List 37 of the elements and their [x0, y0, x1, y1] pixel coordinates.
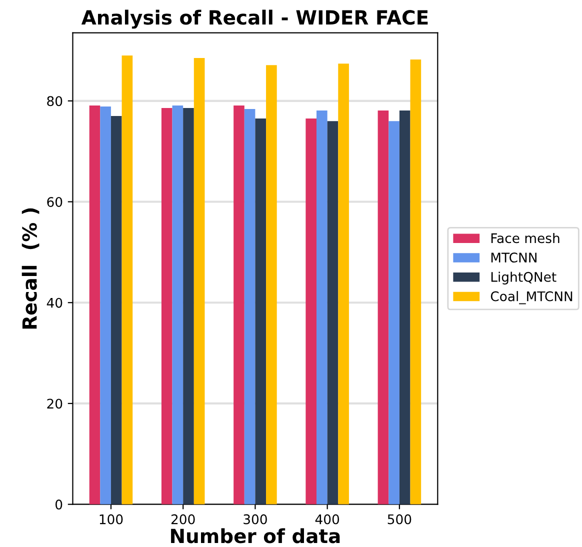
- x-tick-label: 100: [100, 514, 123, 524]
- bar: [338, 64, 349, 504]
- bar: [110, 116, 122, 504]
- legend-label: Face mesh: [491, 232, 560, 244]
- legend-label: MTCNN: [491, 252, 536, 263]
- bar: [122, 56, 133, 504]
- chart-title: Analysis of Recall - WIDER FACE: [81, 10, 428, 29]
- y-axis-title: Recall (% ): [22, 208, 40, 329]
- bar: [255, 118, 266, 504]
- y-tick-label: 80: [47, 96, 62, 106]
- bar: [194, 58, 205, 504]
- bar: [244, 108, 256, 504]
- bar: [378, 110, 389, 504]
- y-tick-label: 0: [56, 500, 62, 510]
- bar: [399, 110, 410, 504]
- y-tick-label: 20: [47, 398, 62, 409]
- bar: [388, 121, 400, 504]
- bar: [89, 105, 100, 504]
- bar: [100, 106, 111, 504]
- y-tick-label: 40: [46, 298, 62, 308]
- bar: [172, 105, 184, 504]
- x-tick-label: 300: [244, 514, 267, 524]
- bar: [234, 105, 244, 504]
- bar: [306, 118, 317, 504]
- y-tick-label: 60: [47, 196, 62, 207]
- legend-label: LightQNet: [491, 272, 556, 284]
- legend-label: Coal_MTCNN: [490, 291, 572, 304]
- bar: [316, 110, 328, 504]
- x-axis-title: Number of data: [171, 528, 340, 544]
- x-tick-label: 200: [171, 514, 195, 524]
- bar: [266, 65, 277, 504]
- x-tick-label: 400: [315, 514, 340, 524]
- bar: [327, 121, 338, 504]
- x-tick-label: 500: [388, 514, 412, 524]
- bar: [183, 108, 194, 504]
- bar: [161, 108, 172, 504]
- bar: [410, 60, 422, 504]
